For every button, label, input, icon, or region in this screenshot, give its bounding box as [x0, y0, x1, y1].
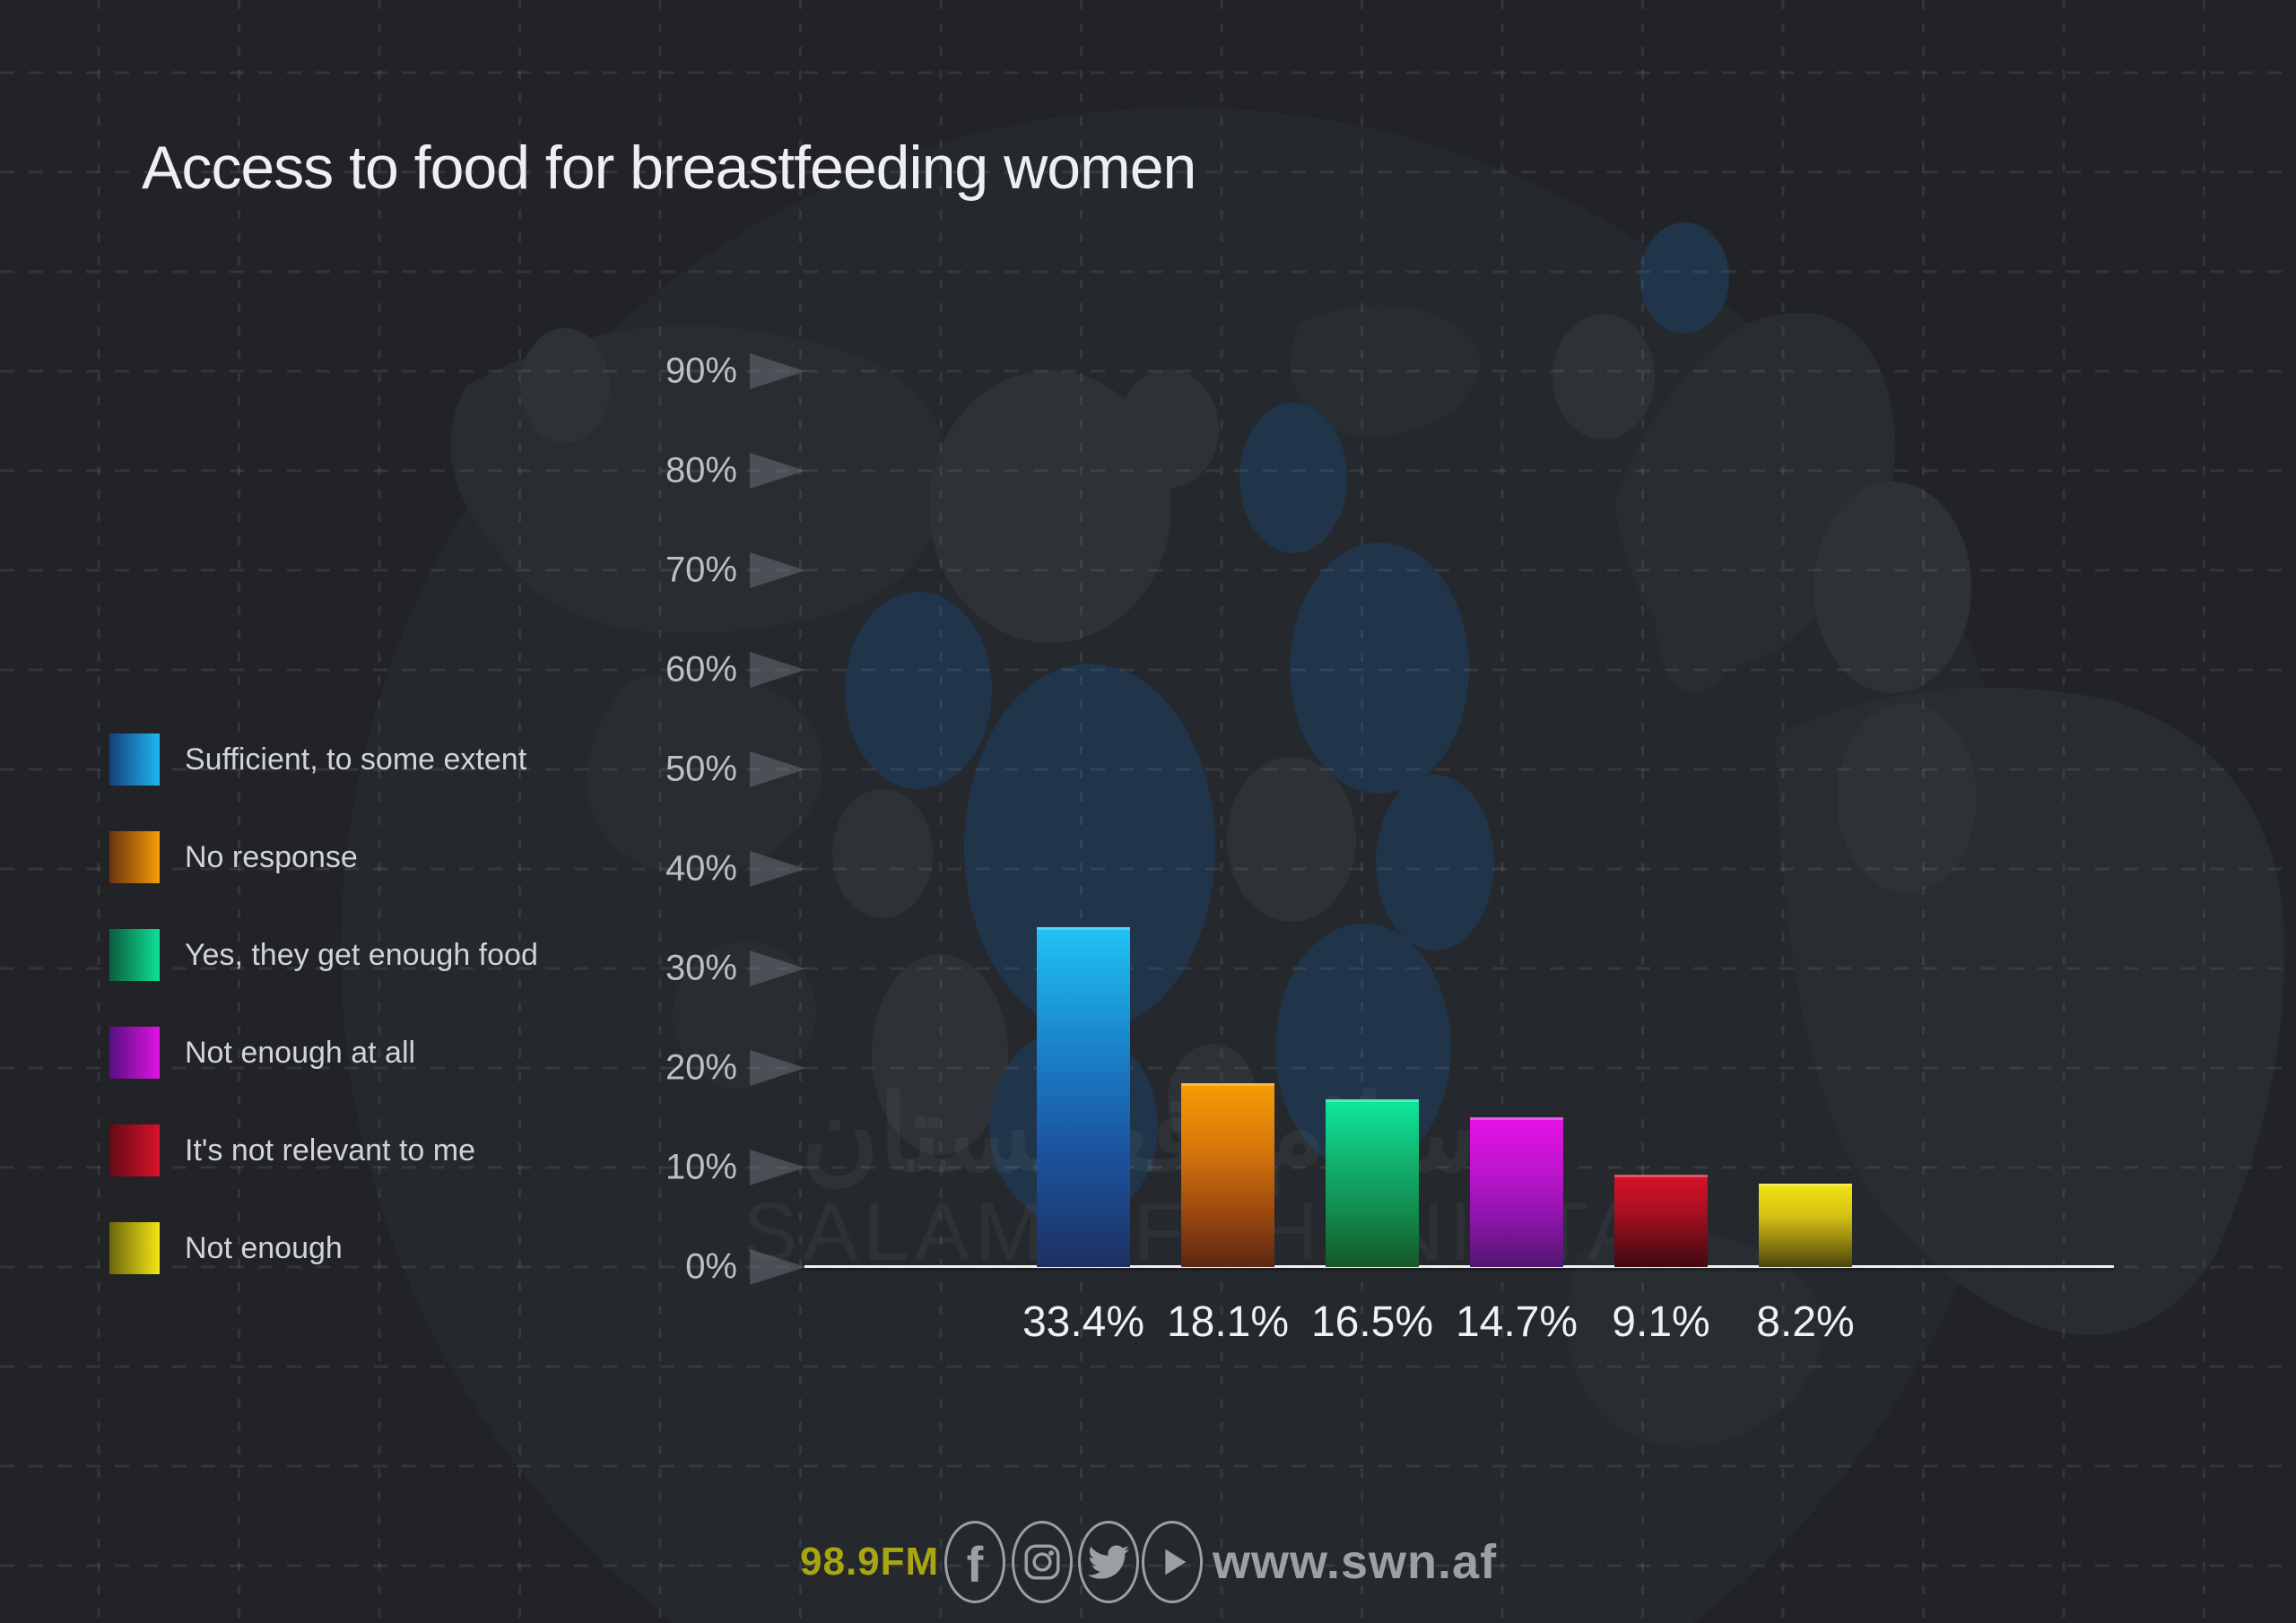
y-axis-tick: 60%	[665, 649, 737, 690]
legend-item: Yes, they get enough food	[109, 929, 538, 981]
bar-0	[1037, 927, 1130, 1267]
website-url[interactable]: www.swn.af	[1213, 1535, 1498, 1589]
twitter-icon[interactable]	[1078, 1521, 1139, 1603]
y-axis-tick: 40%	[665, 848, 737, 889]
y-axis-arrow-icon	[750, 1249, 805, 1285]
bar-value-label: 16.5%	[1310, 1298, 1434, 1346]
y-axis-arrow-icon	[750, 652, 805, 688]
legend-item: Sufficient, to some extent	[109, 733, 526, 785]
y-axis-tick: 20%	[665, 1047, 737, 1088]
bar-5	[1759, 1184, 1852, 1267]
bar-3	[1470, 1117, 1563, 1267]
bar-4	[1614, 1175, 1708, 1267]
y-axis-arrow-icon	[750, 353, 805, 389]
legend-item: Not enough	[109, 1222, 343, 1274]
bar-value-label: 18.1%	[1166, 1298, 1290, 1346]
legend-label: Yes, they get enough food	[185, 937, 538, 972]
y-axis-arrow-icon	[750, 1050, 805, 1086]
legend-swatch	[109, 929, 160, 981]
legend-label: Sufficient, to some extent	[185, 742, 527, 777]
legend-label: It's not relevant to me	[185, 1133, 475, 1167]
bar-value-label: 33.4%	[1022, 1298, 1145, 1346]
y-axis-tick: 70%	[665, 550, 737, 590]
legend-label: No response	[185, 839, 358, 874]
y-axis-tick: 90%	[665, 351, 737, 391]
y-axis-arrow-icon	[750, 751, 805, 787]
y-axis-tick: 30%	[665, 948, 737, 988]
legend-swatch	[109, 733, 160, 785]
y-axis-arrow-icon	[750, 1150, 805, 1185]
legend-label: Not enough	[185, 1230, 343, 1265]
bar-value-label: 14.7%	[1455, 1298, 1578, 1346]
play-icon[interactable]	[1142, 1521, 1203, 1603]
bar-1	[1181, 1083, 1274, 1267]
y-axis-arrow-icon	[750, 950, 805, 986]
chart-title: Access to food for breastfeeding women	[142, 134, 1196, 202]
instagram-icon[interactable]	[1012, 1521, 1073, 1603]
legend-label: Not enough at all	[185, 1035, 416, 1070]
legend-swatch	[109, 1222, 160, 1274]
y-axis-tick: 0%	[685, 1246, 737, 1287]
y-axis-arrow-icon	[750, 552, 805, 588]
y-axis-tick: 80%	[665, 450, 737, 490]
bar-2	[1326, 1099, 1419, 1267]
y-axis-tick: 10%	[665, 1147, 737, 1187]
y-axis-arrow-icon	[750, 851, 805, 887]
legend-item: It's not relevant to me	[109, 1124, 475, 1176]
legend-item: No response	[109, 831, 358, 883]
y-axis-arrow-icon	[750, 453, 805, 489]
legend-swatch	[109, 831, 160, 883]
legend-swatch	[109, 1124, 160, 1176]
legend-item: Not enough at all	[109, 1027, 415, 1079]
radio-frequency-label: 98.9FM	[800, 1540, 940, 1584]
bar-value-label: 8.2%	[1756, 1298, 1855, 1346]
x-axis-line	[804, 1265, 2114, 1268]
y-axis-tick: 50%	[665, 749, 737, 789]
bar-value-label: 9.1%	[1612, 1298, 1710, 1346]
legend-swatch	[109, 1027, 160, 1079]
facebook-icon[interactable]: f	[944, 1521, 1005, 1603]
